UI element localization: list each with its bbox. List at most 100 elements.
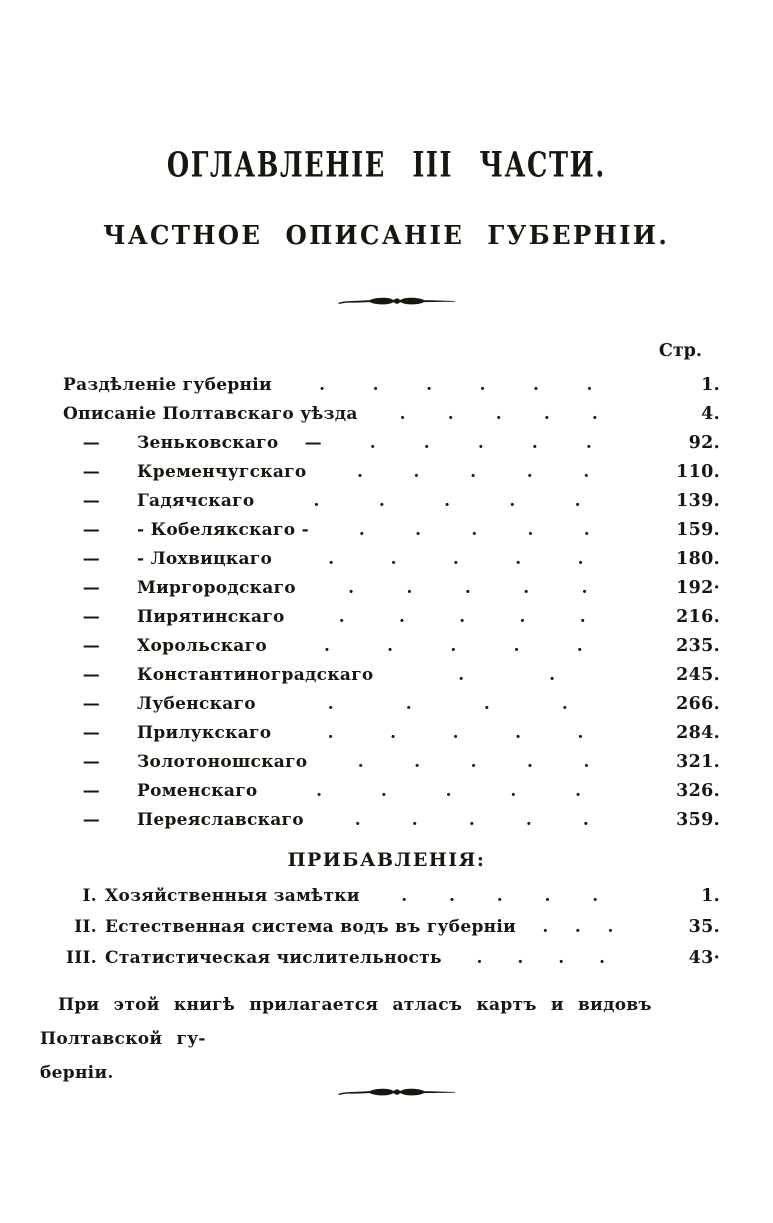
leader-dot: . [576,636,583,656]
leader-dot: . [470,752,477,772]
leader-dot: . [369,433,376,453]
leader-dot: . [387,636,394,656]
dot-leader: ..... [322,433,640,453]
dot-leader: ..... [304,810,640,830]
toc-row: — Переяславскаго ..... 359. [40,810,720,839]
dot-leader: .... [442,948,640,968]
leader-dot: . [582,810,590,830]
dot-leader: ..... [309,520,640,540]
toc-row-label: - Кобелякскаго - [137,520,309,540]
leader-dot: . [526,462,533,482]
leader-dot: . [415,520,422,540]
leader-dot: . [444,491,451,511]
dot-leader: .... [256,694,640,714]
toc-row-label: Описаніе Полтавскаго уѣзда [63,404,358,424]
appendix-row-label: Хозяйственныя замѣтки [105,886,360,906]
leader-dot: . [476,948,483,968]
leader-dot: . [477,433,485,453]
leader-dot: . [479,375,486,395]
leader-dot: . [574,491,581,511]
toc-row: — Роменскаго ..... 326. [40,781,720,810]
leader-dot: . [527,520,534,540]
leader-dot: . [411,810,418,830]
toc-row-dash: — [82,694,100,714]
leader-dot: . [575,781,582,801]
leader-dot: . [561,694,569,714]
toc-row-page: 110. [676,462,720,482]
leader-dot: . [354,810,361,830]
leader-dot: . [464,578,472,598]
leader-dot: . [356,462,364,482]
toc-row-label: Раздѣленіе губерніи [63,375,272,395]
appendix-row-numeral: I. [82,886,97,906]
leader-dot: . [591,404,599,424]
dot-leader: ..... [272,549,640,569]
leader-dot: . [357,752,364,772]
leader-dot: . [525,810,533,830]
dot-leader: ... [516,917,640,937]
toc-row-label: - Лохвицкаго [137,549,273,569]
leader-dot: . [513,636,520,656]
leader-dot: . [390,723,397,743]
toc-row: — Константиноградскаго .. 245. [40,665,720,694]
dot-leader: ..... [285,607,640,627]
leader-dot: . [413,462,420,482]
toc-row-dash: — [82,462,100,482]
leader-dot: . [495,404,502,424]
leader-dot: . [328,549,335,569]
toc-row-label: Хорольскаго [137,636,267,656]
toc-row-page: 1. [701,375,720,395]
leader-dot: . [447,404,454,424]
leader-dot: . [327,723,334,743]
toc-row-page: 235. [676,636,720,656]
leader-dot: . [496,886,503,906]
leader-dot: . [426,375,433,395]
leader-dot: . [510,781,517,801]
toc-row-dash: — [82,491,100,511]
leader-dot: . [533,375,540,395]
leader-dot: . [558,948,565,968]
toc-row: Описаніе Полтавскаго уѣзда ..... 4. [40,404,720,433]
appendix-row-numeral: III. [66,948,97,968]
appendix-row-label: Статистическая числительность [105,948,442,968]
leader-dot: . [338,607,345,627]
leader-dot: . [313,491,320,511]
toc-row-label: Зеньковскаго — [137,433,322,453]
leader-dot: . [531,433,539,453]
leader-dot: . [414,752,421,772]
page-title-text: ОГЛАВЛЕНІЕ III ЧАСТИ. [166,144,607,186]
toc-row-page: 266. [676,694,720,714]
toc-row-dash: — [82,810,100,830]
leader-dot: . [599,948,606,968]
appendix-row: II. Естественная система водъ въ губерні… [40,917,720,948]
leader-dot: . [585,433,593,453]
dot-leader: ..... [296,578,640,598]
toc-row: Раздѣленіе губерніи ...... 1. [40,375,720,404]
toc-row-page: 4. [701,404,720,424]
appendix-list: I. Хозяйственныя замѣтки ..... 1. II. Ес… [40,886,720,979]
toc-row: — Хорольскаго ..... 235. [40,636,720,665]
leader-dot: . [406,578,413,598]
dot-leader: ..... [271,723,640,743]
leader-dot: . [390,549,397,569]
toc-row-label: Роменскаго [137,781,258,801]
toc-row-page: 245. [676,665,720,685]
leader-dot: . [405,694,413,714]
leader-dot: . [399,404,406,424]
toc-row-page: 180. [676,549,720,569]
toc-row-dash: — [82,607,100,627]
leader-dot: . [583,520,590,540]
leader-dot: . [483,694,491,714]
toc-row-page: 216. [676,607,720,627]
toc-row-label: Золотоношскаго [137,752,308,772]
toc-row-label: Миргородскаго [137,578,296,598]
leader-dot: . [378,491,386,511]
page-column-header: Стр. [658,341,702,361]
appendix-row-page: 43· [688,948,720,968]
leader-dot: . [372,375,379,395]
leader-dot: . [509,491,516,511]
leader-dot: . [517,948,524,968]
appendix-row-page: 35. [688,917,720,937]
toc-row: — - Лохвицкаго ..... 180. [40,549,720,578]
appendix-row: I. Хозяйственныя замѣтки ..... 1. [40,886,720,917]
